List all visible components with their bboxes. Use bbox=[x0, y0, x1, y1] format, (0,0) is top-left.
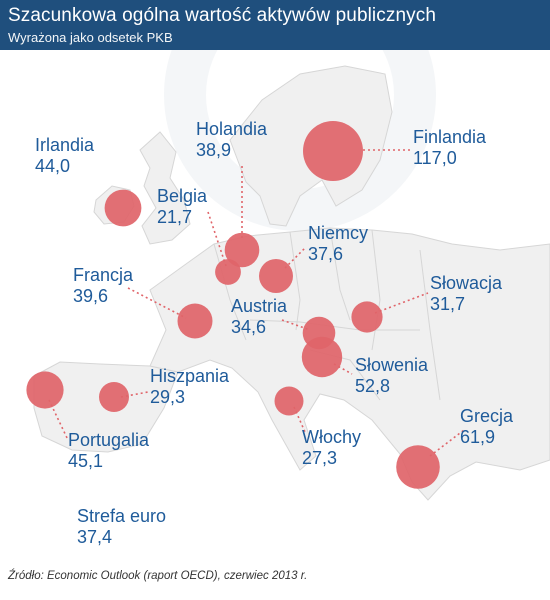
label-irlandia: Irlandia 44,0 bbox=[35, 135, 94, 177]
country-name: Grecja bbox=[460, 406, 514, 426]
country-value: 31,7 bbox=[430, 294, 466, 314]
label-francja: Francja 39,6 bbox=[73, 265, 133, 307]
label-portugalia: Portugalia 45,1 bbox=[68, 430, 149, 472]
eurozone-name: Strefa euro bbox=[77, 506, 167, 526]
country-value: 52,8 bbox=[355, 376, 391, 396]
country-name: Hiszpania bbox=[150, 366, 230, 386]
country-value: 27,3 bbox=[302, 448, 338, 468]
country-name: Finlandia bbox=[413, 127, 487, 147]
header-bar: Szacunkowa ogólna wartość aktywów public… bbox=[0, 0, 550, 50]
source-note: Źródło: Economic Outlook (raport OECD), … bbox=[8, 570, 308, 582]
bubble-portugalia bbox=[26, 371, 64, 409]
leader-line-grecja bbox=[429, 429, 465, 457]
country-value: 45,1 bbox=[68, 451, 104, 471]
country-value: 29,3 bbox=[150, 387, 186, 407]
country-value: 61,9 bbox=[460, 427, 496, 447]
label-grecja: Grecja 61,9 bbox=[460, 406, 513, 448]
country-name: Słowenia bbox=[355, 355, 429, 375]
continent-shape bbox=[149, 227, 550, 501]
label-slowacja: Słowacja 31,7 bbox=[430, 273, 502, 315]
bubble-hiszpania bbox=[99, 382, 129, 412]
great-britain-shape bbox=[139, 131, 191, 245]
value-bubbles bbox=[26, 121, 440, 489]
country-name: Portugalia bbox=[68, 430, 150, 450]
watermark-logo bbox=[164, 50, 436, 231]
country-name: Holandia bbox=[196, 119, 268, 139]
country-name: Austria bbox=[231, 296, 288, 316]
bubble-slowacja bbox=[351, 301, 383, 333]
country-value: 21,7 bbox=[157, 207, 193, 227]
country-name: Niemcy bbox=[308, 223, 369, 243]
country-name: Włochy bbox=[302, 427, 362, 447]
country-value: 37,6 bbox=[308, 244, 344, 264]
country-value: 44,0 bbox=[35, 156, 71, 176]
country-value: 39,6 bbox=[73, 286, 109, 306]
country-value: 34,6 bbox=[231, 317, 267, 337]
label-hiszpania: Hiszpania 29,3 bbox=[150, 366, 229, 408]
label-niemcy: Niemcy 37,6 bbox=[308, 223, 368, 265]
bubble-belgia bbox=[215, 259, 241, 285]
bubble-finlandia bbox=[303, 121, 363, 181]
label-finlandia: Finlandia 117,0 bbox=[413, 127, 486, 169]
label-wlochy: Włochy 27,3 bbox=[302, 427, 361, 469]
leader-lines bbox=[48, 149, 465, 457]
label-belgia: Belgia 21,7 bbox=[157, 186, 207, 228]
country-value: 117,0 bbox=[413, 148, 457, 168]
label-austria: Austria 34,6 bbox=[231, 296, 287, 338]
country-name: Irlandia bbox=[35, 135, 95, 155]
country-name: Belgia bbox=[157, 186, 208, 206]
leader-line-portugalia bbox=[48, 399, 69, 441]
eurozone-value: 37,4 bbox=[77, 527, 113, 547]
page-title: Szacunkowa ogólna wartość aktywów public… bbox=[8, 5, 436, 26]
label-strefa-euro: Strefa euro 37,4 bbox=[77, 506, 166, 548]
country-name: Francja bbox=[73, 265, 134, 285]
bubble-grecja bbox=[396, 445, 440, 489]
label-holandia: Holandia 38,9 bbox=[196, 119, 267, 161]
country-value: 38,9 bbox=[196, 140, 232, 160]
europe-map bbox=[26, 50, 550, 501]
bubble-francja bbox=[177, 303, 213, 339]
country-name: Słowacja bbox=[430, 273, 503, 293]
label-slowenia: Słowenia 52,8 bbox=[355, 355, 428, 397]
bubble-niemcy bbox=[259, 259, 293, 293]
leader-line-slowenia bbox=[333, 363, 353, 375]
page-subtitle: Wyrażona jako odsetek PKB bbox=[8, 30, 173, 45]
bubble-irlandia bbox=[104, 189, 142, 227]
bubble-slowenia bbox=[301, 336, 343, 378]
leader-line-francja bbox=[127, 287, 187, 319]
bubble-wlochy bbox=[274, 386, 304, 416]
bubble-holandia bbox=[224, 232, 260, 268]
